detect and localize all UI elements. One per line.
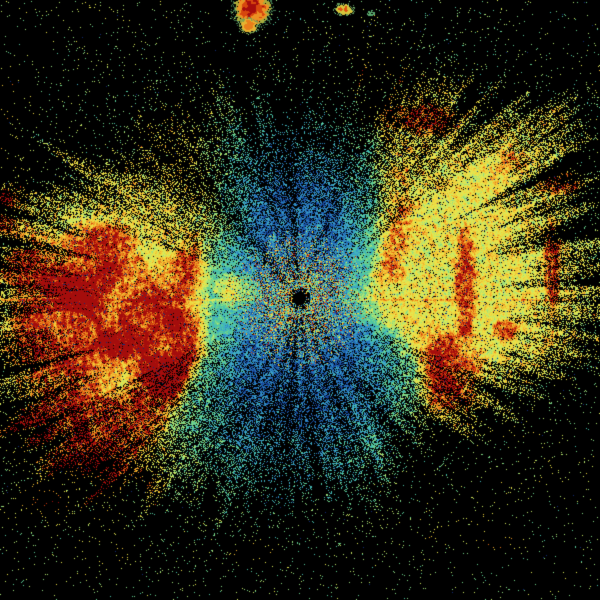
screenshot-root [0,0,600,600]
radar-ppi-heatmap-canvas [0,0,600,600]
